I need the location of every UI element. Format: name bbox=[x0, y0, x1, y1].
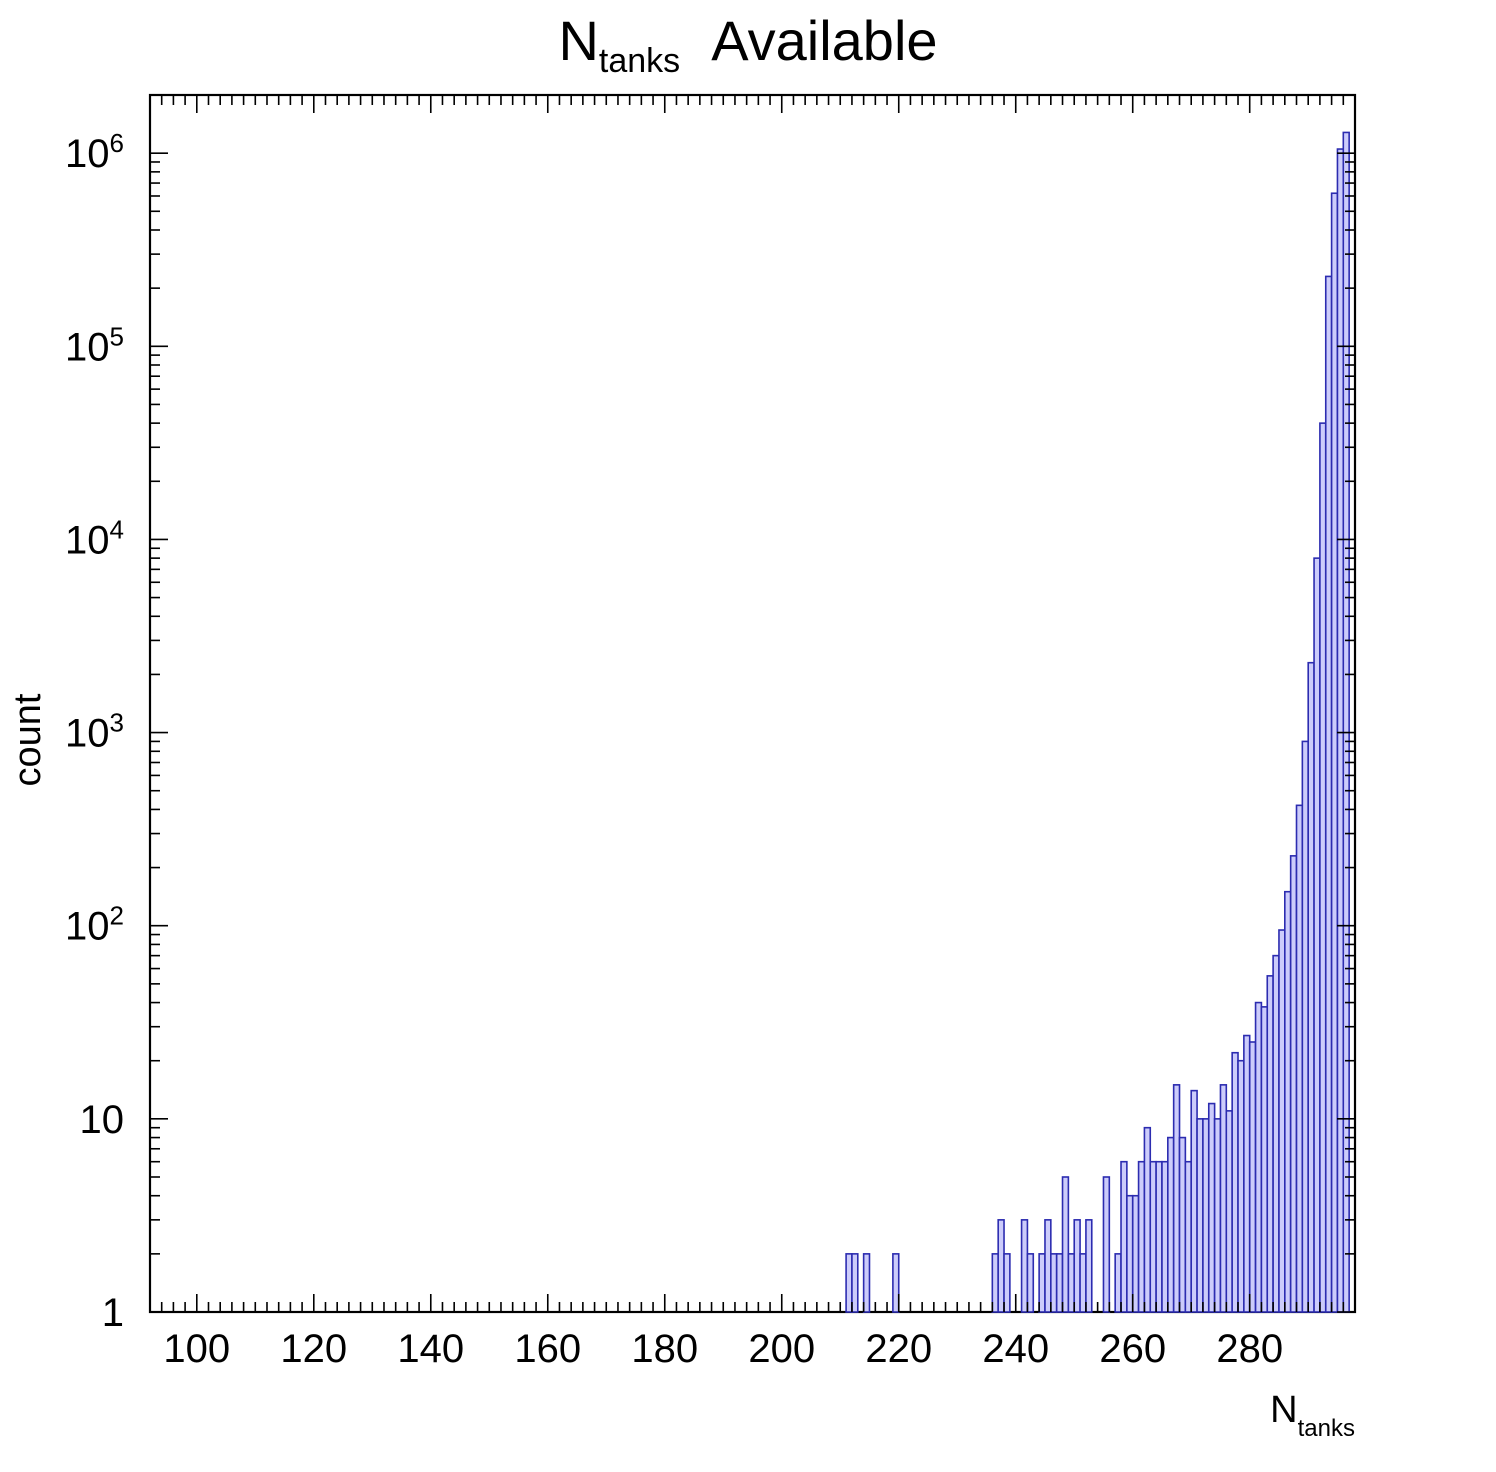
x-tick-label[interactable]: 120 bbox=[280, 1327, 347, 1371]
histogram-bar[interactable] bbox=[1332, 193, 1338, 1312]
x-tick-label[interactable]: 180 bbox=[631, 1327, 698, 1371]
x-tick-label[interactable]: 160 bbox=[514, 1327, 581, 1371]
histogram-bar[interactable] bbox=[1185, 1162, 1191, 1312]
histogram-bar[interactable] bbox=[1279, 930, 1285, 1312]
histogram-bar[interactable] bbox=[1203, 1119, 1209, 1312]
histogram-bar[interactable] bbox=[1197, 1119, 1203, 1312]
x-tick-label[interactable]: 200 bbox=[748, 1327, 815, 1371]
x-tick-label[interactable]: 280 bbox=[1216, 1327, 1283, 1371]
histogram-bar[interactable] bbox=[1027, 1254, 1033, 1312]
histogram-bar[interactable] bbox=[1139, 1162, 1145, 1312]
y-tick-label[interactable]: 103 bbox=[65, 708, 124, 756]
histogram-bar[interactable] bbox=[1022, 1220, 1028, 1312]
histogram-bar[interactable] bbox=[893, 1254, 899, 1312]
histogram-bar[interactable] bbox=[1209, 1104, 1215, 1312]
histogram-bar[interactable] bbox=[1168, 1138, 1174, 1312]
histogram-plot-area: 100 120 140 160 180 200 220 240 260 280 1 10 102 103… bbox=[0, 0, 1496, 1472]
histogram-bar[interactable] bbox=[1308, 663, 1314, 1312]
histogram-bar[interactable] bbox=[1103, 1177, 1109, 1312]
histogram-bar[interactable] bbox=[1261, 1007, 1267, 1312]
histogram-bar[interactable] bbox=[1045, 1220, 1051, 1312]
y-axis-ticks[interactable]: 1 10 102 103 104 105 106 bbox=[65, 95, 1355, 1335]
histogram-bar[interactable] bbox=[1291, 856, 1297, 1312]
x-tick-label[interactable]: 260 bbox=[1099, 1327, 1166, 1371]
histogram-bar[interactable] bbox=[1273, 956, 1279, 1312]
histogram-bar[interactable] bbox=[1156, 1162, 1162, 1312]
histogram-bar[interactable] bbox=[1267, 976, 1273, 1312]
histogram-bar[interactable] bbox=[1232, 1053, 1238, 1312]
histogram-bar[interactable] bbox=[1320, 423, 1326, 1312]
x-tick-label[interactable]: 240 bbox=[982, 1327, 1049, 1371]
histogram-bar[interactable] bbox=[1115, 1254, 1121, 1312]
histogram-bar[interactable] bbox=[1302, 741, 1308, 1312]
y-axis-title: count bbox=[7, 693, 49, 786]
histogram-bar[interactable] bbox=[1074, 1220, 1080, 1312]
histogram-bar[interactable] bbox=[1144, 1128, 1150, 1312]
histogram-bar[interactable] bbox=[1191, 1091, 1197, 1312]
y-tick-label[interactable]: 1 bbox=[102, 1291, 124, 1335]
y-tick-label[interactable]: 102 bbox=[65, 901, 124, 949]
histogram-bar[interactable] bbox=[1004, 1254, 1010, 1312]
histogram-bar[interactable] bbox=[992, 1254, 998, 1312]
histogram-bar[interactable] bbox=[1337, 149, 1343, 1312]
x-tick-label[interactable]: 100 bbox=[163, 1327, 230, 1371]
histogram-bar[interactable] bbox=[1297, 805, 1303, 1312]
histogram-bar[interactable] bbox=[1215, 1119, 1221, 1312]
histogram-bar[interactable] bbox=[1174, 1085, 1180, 1312]
histogram-bar[interactable] bbox=[1057, 1254, 1063, 1312]
histogram-bars bbox=[846, 132, 1349, 1312]
histogram-bar[interactable] bbox=[1133, 1196, 1139, 1312]
histogram-bar[interactable] bbox=[1314, 558, 1320, 1312]
histogram-bar[interactable] bbox=[1285, 892, 1291, 1312]
histogram-bar[interactable] bbox=[1244, 1036, 1250, 1312]
histogram-bar[interactable] bbox=[1256, 1003, 1262, 1312]
y-tick-label[interactable]: 105 bbox=[65, 321, 124, 369]
histogram-bar[interactable] bbox=[1127, 1196, 1133, 1312]
x-axis-title: Ntanks bbox=[1270, 1389, 1355, 1442]
histogram-bar[interactable] bbox=[846, 1254, 852, 1312]
histogram-bar[interactable] bbox=[1121, 1162, 1127, 1312]
histogram-bar[interactable] bbox=[1080, 1254, 1086, 1312]
histogram-chart-container: Ntanks Available 100 120 140 160 180 200 220 24… bbox=[0, 0, 1496, 1472]
histogram-bar[interactable] bbox=[1326, 276, 1332, 1312]
histogram-bar[interactable] bbox=[1039, 1254, 1045, 1312]
histogram-bar[interactable] bbox=[1220, 1085, 1226, 1312]
histogram-bar[interactable] bbox=[1162, 1162, 1168, 1312]
histogram-bar[interactable] bbox=[998, 1220, 1004, 1312]
histogram-bar[interactable] bbox=[1180, 1138, 1186, 1312]
y-tick-label[interactable]: 106 bbox=[65, 128, 124, 176]
histogram-bar[interactable] bbox=[852, 1254, 858, 1312]
histogram-bar[interactable] bbox=[1150, 1162, 1156, 1312]
histogram-bar[interactable] bbox=[1068, 1254, 1074, 1312]
y-tick-label[interactable]: 104 bbox=[65, 514, 124, 562]
histogram-bar[interactable] bbox=[1051, 1254, 1057, 1312]
x-tick-label[interactable]: 220 bbox=[865, 1327, 932, 1371]
histogram-bar[interactable] bbox=[1250, 1042, 1256, 1312]
histogram-bar[interactable] bbox=[864, 1254, 870, 1312]
histogram-bar[interactable] bbox=[1086, 1220, 1092, 1312]
y-tick-label[interactable]: 10 bbox=[80, 1098, 125, 1142]
chart-title: Ntanks Available bbox=[0, 8, 1496, 81]
histogram-bar[interactable] bbox=[1238, 1061, 1244, 1312]
histogram-bar[interactable] bbox=[1063, 1177, 1069, 1312]
x-tick-label[interactable]: 140 bbox=[397, 1327, 464, 1371]
histogram-bar[interactable] bbox=[1226, 1111, 1232, 1312]
histogram-bar[interactable] bbox=[1343, 132, 1349, 1312]
